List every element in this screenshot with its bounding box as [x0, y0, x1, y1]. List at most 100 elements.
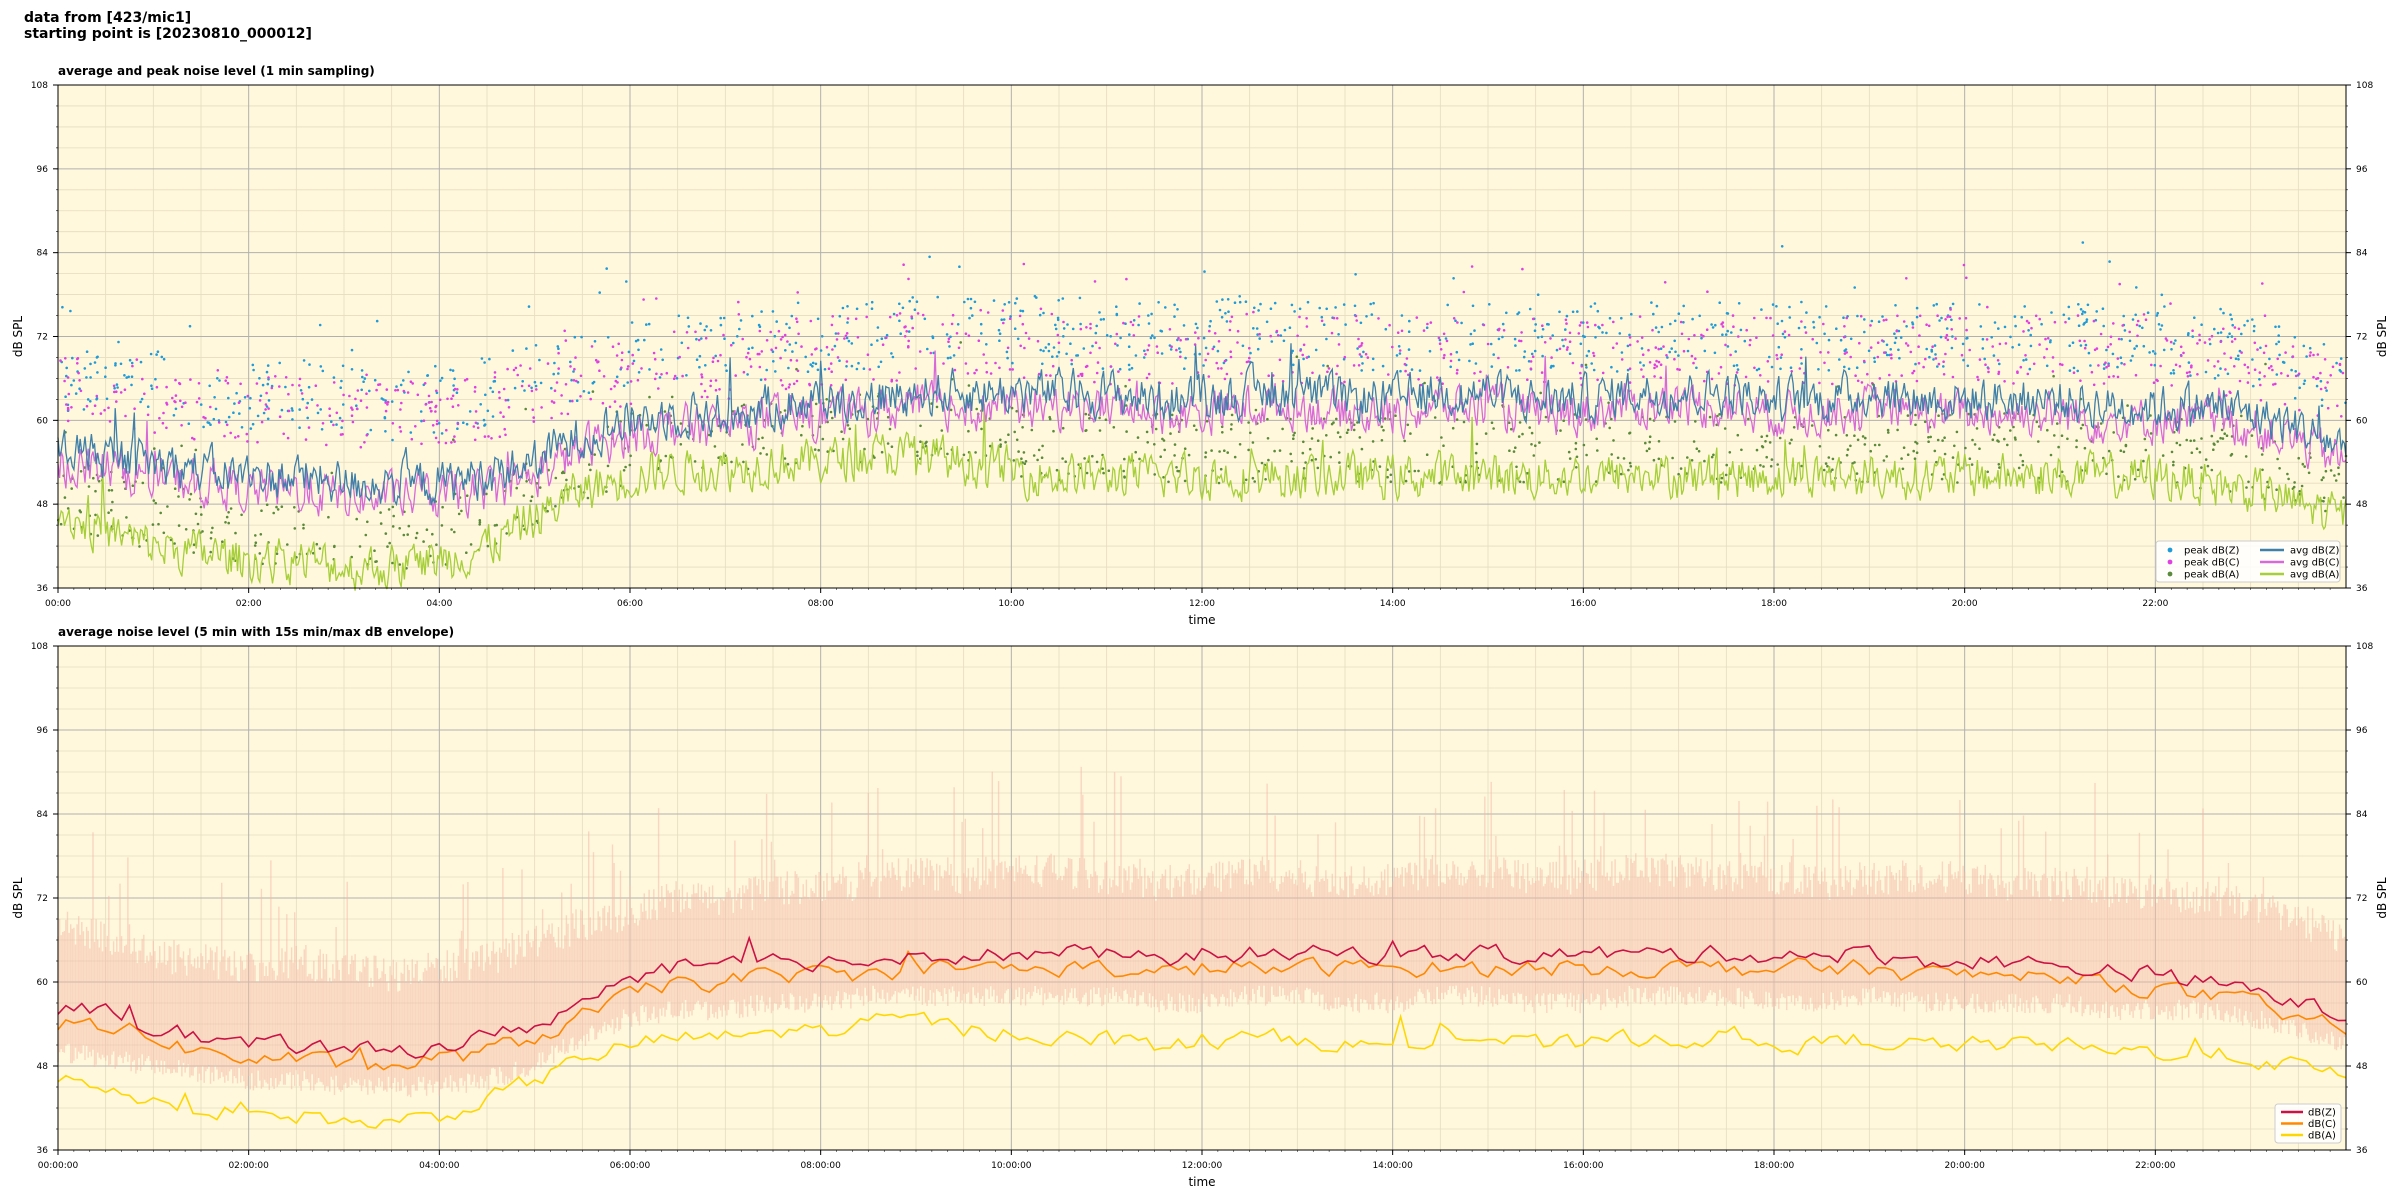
scatter-point: [1659, 376, 1663, 380]
scatter-point: [1906, 453, 1910, 457]
scatter-point: [1954, 337, 1957, 340]
scatter-point: [1359, 321, 1363, 325]
scatter-point: [1137, 323, 1140, 327]
scatter-point: [830, 370, 833, 374]
scatter-point: [453, 530, 456, 534]
scatter-point: [1197, 336, 1200, 340]
scatter-point: [620, 366, 623, 370]
scatter-point: [1010, 406, 1014, 410]
scatter-point: [1132, 319, 1136, 322]
scatter-point: [157, 522, 160, 526]
scatter-point: [1114, 342, 1117, 346]
scatter-point: [1755, 448, 1759, 452]
scatter-point: [553, 389, 557, 393]
scatter-point: [1580, 365, 1584, 368]
scatter-point: [506, 367, 509, 371]
scatter-point: [76, 357, 79, 361]
scatter-point: [399, 430, 403, 433]
scatter-point: [1944, 318, 1947, 321]
scatter-point: [2170, 384, 2173, 387]
scatter-point: [967, 429, 970, 433]
scatter-point: [2159, 364, 2162, 368]
scatter-point: [1115, 305, 1118, 309]
scatter-point: [1283, 328, 1287, 332]
scatter-point: [589, 397, 592, 401]
scatter-point: [1325, 434, 1328, 437]
scatter-point: [2336, 404, 2339, 408]
scatter-point: [1627, 468, 1630, 472]
legend-marker: [2167, 547, 2173, 553]
scatter-point: [1253, 480, 1256, 483]
scatter-point: [368, 389, 371, 393]
scatter-point: [1366, 356, 1370, 359]
scatter-point: [986, 311, 990, 314]
scatter-point: [489, 386, 492, 390]
scatter-point: [420, 442, 423, 446]
scatter-point: [1592, 354, 1596, 358]
scatter-point: [423, 382, 427, 385]
scatter-point: [1076, 354, 1080, 357]
scatter-point: [699, 322, 702, 325]
x-tick-label: 06:00:00: [610, 1161, 651, 1171]
scatter-point: [905, 330, 908, 333]
scatter-point: [538, 358, 541, 362]
scatter-point: [1146, 348, 1149, 352]
scatter-point: [1134, 354, 1138, 357]
scatter-point: [179, 399, 182, 403]
scatter-point: [1403, 362, 1407, 366]
scatter-point: [1296, 334, 1299, 338]
scatter-point: [652, 351, 656, 355]
scatter-point: [788, 326, 791, 330]
scatter-point: [1177, 336, 1180, 340]
scatter-point: [1993, 433, 1996, 437]
scatter-point: [378, 383, 382, 386]
scatter-point: [131, 364, 134, 368]
scatter-point: [2152, 381, 2156, 385]
scatter-point: [868, 368, 872, 371]
scatter-point: [1089, 322, 1092, 326]
scatter-point: [2312, 375, 2315, 379]
scatter-point: [1564, 338, 1567, 341]
scatter-point: [1276, 334, 1280, 337]
scatter-point: [827, 353, 830, 356]
scatter-point: [659, 459, 662, 462]
scatter-point: [1278, 449, 1282, 452]
scatter-point: [1766, 380, 1770, 383]
scatter-point: [977, 339, 981, 343]
scatter-point: [1497, 356, 1500, 360]
scatter-point: [1970, 463, 1974, 466]
scatter-point: [59, 522, 63, 526]
scatter-point: [1316, 439, 1320, 443]
scatter-point: [93, 361, 97, 364]
scatter-point: [1512, 450, 1516, 453]
scatter-point: [1896, 314, 1899, 318]
scatter-point: [1893, 332, 1896, 336]
scatter-point: [783, 333, 787, 337]
scatter-point: [1555, 348, 1559, 352]
scatter-point: [2060, 434, 2064, 438]
scatter-point: [627, 350, 631, 354]
scatter-point: [506, 398, 510, 402]
scatter-point: [490, 437, 493, 440]
scatter-point: [2247, 480, 2250, 484]
scatter-point: [1457, 358, 1461, 362]
scatter-point: [1132, 334, 1136, 337]
scatter-point: [174, 394, 178, 397]
scatter-point: [2251, 318, 2254, 321]
scatter-point: [886, 442, 890, 445]
scatter-point: [2324, 469, 2328, 473]
scatter-point: [2198, 450, 2202, 454]
scatter-point: [1700, 333, 1703, 337]
scatter-point: [1194, 322, 1198, 326]
scatter-point: [1184, 337, 1188, 341]
scatter-point: [560, 394, 563, 397]
scatter-point: [571, 399, 574, 403]
scatter-point: [1267, 458, 1270, 462]
scatter-point: [1288, 326, 1292, 330]
scatter-point: [606, 336, 610, 339]
scatter-point: [473, 438, 477, 442]
scatter-point: [1342, 303, 1346, 306]
scatter-point: [791, 350, 794, 353]
scatter-point: [1831, 468, 1834, 472]
scatter-point: [2075, 439, 2078, 442]
